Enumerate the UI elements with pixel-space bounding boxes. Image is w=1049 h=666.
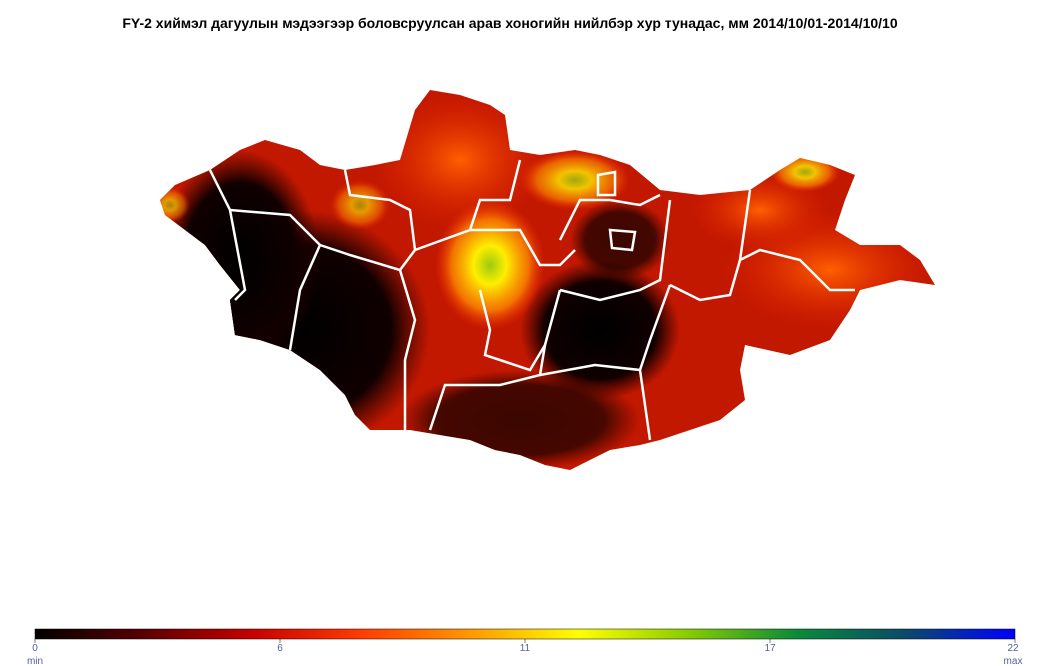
colorbar-tick-label: 11 [520, 643, 531, 654]
colorbar-max-label: max [1004, 656, 1023, 666]
province-borders [208, 159, 855, 441]
colorbar-tick-label: 22 [1007, 643, 1019, 654]
colorbar [34, 628, 1016, 640]
colorbar-min-label: min [27, 656, 43, 666]
precipitation-map [160, 90, 935, 470]
colorbar-tick-label: 6 [277, 643, 283, 654]
colorbar-tick-label: 17 [764, 643, 776, 654]
map-title: FY-2 хиймэл дагуулын мэдээгээр боловсруу… [122, 15, 897, 31]
colorbar-tick-label: 0 [32, 643, 38, 654]
